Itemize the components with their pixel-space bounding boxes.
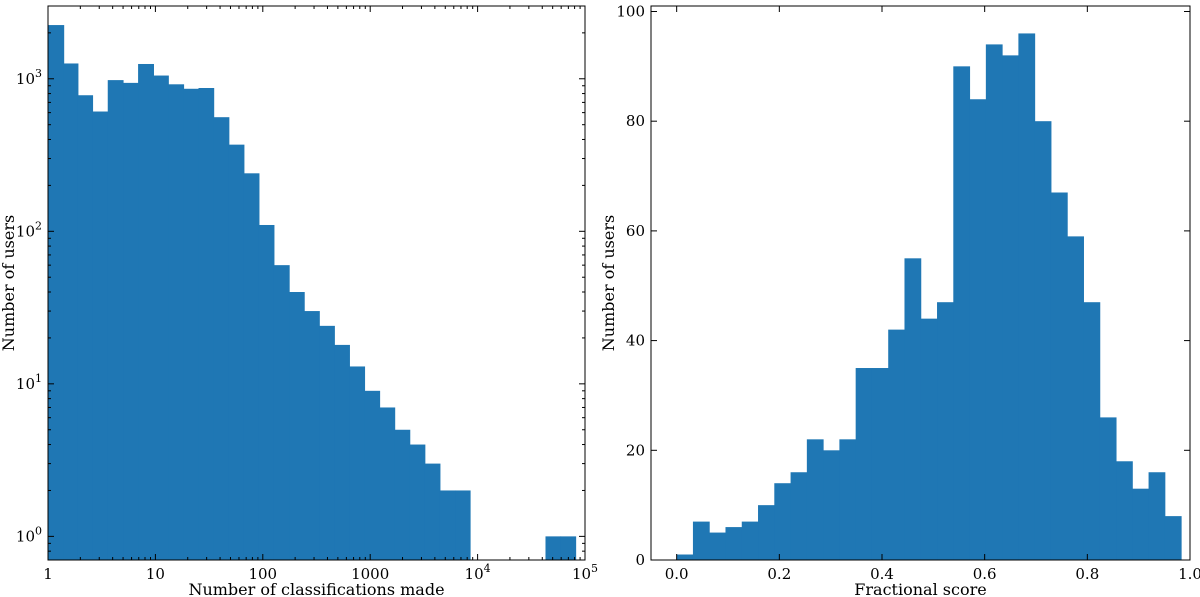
histogram-bar [904,258,922,560]
histogram-bar [349,366,366,560]
histogram-bar [709,532,726,560]
histogram-bar [1132,488,1150,560]
x-tick-label: 1.0 [1178,565,1200,583]
histogram-bar [258,224,275,561]
x-tick-label: 100 [248,565,277,583]
y-axis-label: Number of users [0,215,18,351]
histogram-bar [77,95,94,561]
histogram-bar [319,325,335,560]
axes-frame [650,5,1191,561]
histogram-bar [1099,417,1117,560]
histogram-bar [871,368,889,560]
histogram-bar [243,173,260,560]
histogram-bar [774,483,792,560]
histogram-bars [676,33,1182,561]
histogram-bar [823,450,840,560]
histogram-bar [92,111,109,561]
histogram-bar [937,302,954,560]
histogram-bar [545,536,562,560]
histogram-bar [1148,472,1166,560]
x-tick-label: 0.4 [870,565,894,583]
histogram-bar [839,439,857,560]
y-tick-label: 103 [16,67,42,88]
histogram-bar [123,82,139,560]
histogram-bar [379,407,396,560]
histogram-bar [138,63,154,561]
histogram-bar [953,66,971,560]
histogram-bar [692,521,710,560]
x-tick-label: 0.6 [973,565,997,583]
histogram-bar [1002,55,1019,561]
histogram-bar [1050,192,1068,560]
histogram-bar [289,292,305,560]
x-tick-label: 10 [146,565,165,583]
histogram-bar [806,439,824,560]
histogram-bar [409,444,426,560]
y-tick-label: 100 [616,2,645,20]
histogram-bar [168,84,185,561]
histogram-bar [364,390,381,560]
histogram-bar [424,463,441,560]
histogram-bar [455,490,471,560]
y-axis-label: Number of users [599,215,618,351]
histogram-bar [439,490,456,560]
histogram-bar [1034,121,1052,560]
histogram-bar [273,265,290,560]
histogram-bar [1067,236,1084,560]
histogram-bar [183,88,200,561]
x-tick-label: 1 [43,565,53,583]
x-tick-label: 0.2 [767,565,791,583]
panel-1: 1 10 100 1000 104 105 100 101 102 103 Number of cl… [0,5,598,597]
histogram-bars [48,25,577,561]
y-tick-label: 101 [16,372,42,393]
histogram-bar [1116,461,1133,560]
histogram-bar [1164,516,1182,560]
y-tick-label: 80 [626,112,645,130]
histogram-bar [213,117,230,560]
panel-2: 0.0 0.2 0.4 0.6 0.8 1.0 0 20 40 60 80 100 Fractional… [599,2,1200,597]
histogram-bar [48,25,65,561]
histogram-bar [676,554,694,560]
histogram-bar [153,75,169,560]
histogram-bar [758,505,775,560]
x-tick-label: 104 [465,562,491,583]
histogram-bar [198,88,215,560]
histogram-bar [888,329,905,560]
histogram-bar [985,44,1003,560]
x-tick-label: 1000 [351,565,389,583]
histogram-bar [855,368,873,560]
histogram-bar [790,472,808,560]
x-tick-label: 0.8 [1075,565,1099,583]
x-axis-label: Fractional score [854,580,986,597]
histogram-bar [107,80,124,561]
histogram-bar [920,318,938,560]
histogram-bar [1018,33,1036,561]
histogram-bar [63,63,79,560]
histogram-bar [304,311,320,560]
histogram-bar [741,521,759,560]
histogram-bar [725,527,743,560]
x-tick-label: 105 [572,562,598,583]
y-tick-label: 0 [635,551,645,569]
histogram-bar [334,344,350,560]
histogram-bar [228,144,245,560]
histogram-bar [1083,302,1101,560]
y-tick-label: 100 [16,524,42,545]
axes-frame [47,5,586,561]
histogram-bar [560,536,577,560]
histogram-bar [969,99,987,560]
y-tick-label: 60 [626,222,645,240]
y-tick-label: 40 [626,332,645,350]
histogram-bar [394,429,411,560]
y-tick-label: 20 [626,441,645,459]
x-axis-label: Number of classifications made [188,580,444,597]
y-tick-label: 102 [16,219,42,240]
x-tick-label: 0.0 [665,565,689,583]
